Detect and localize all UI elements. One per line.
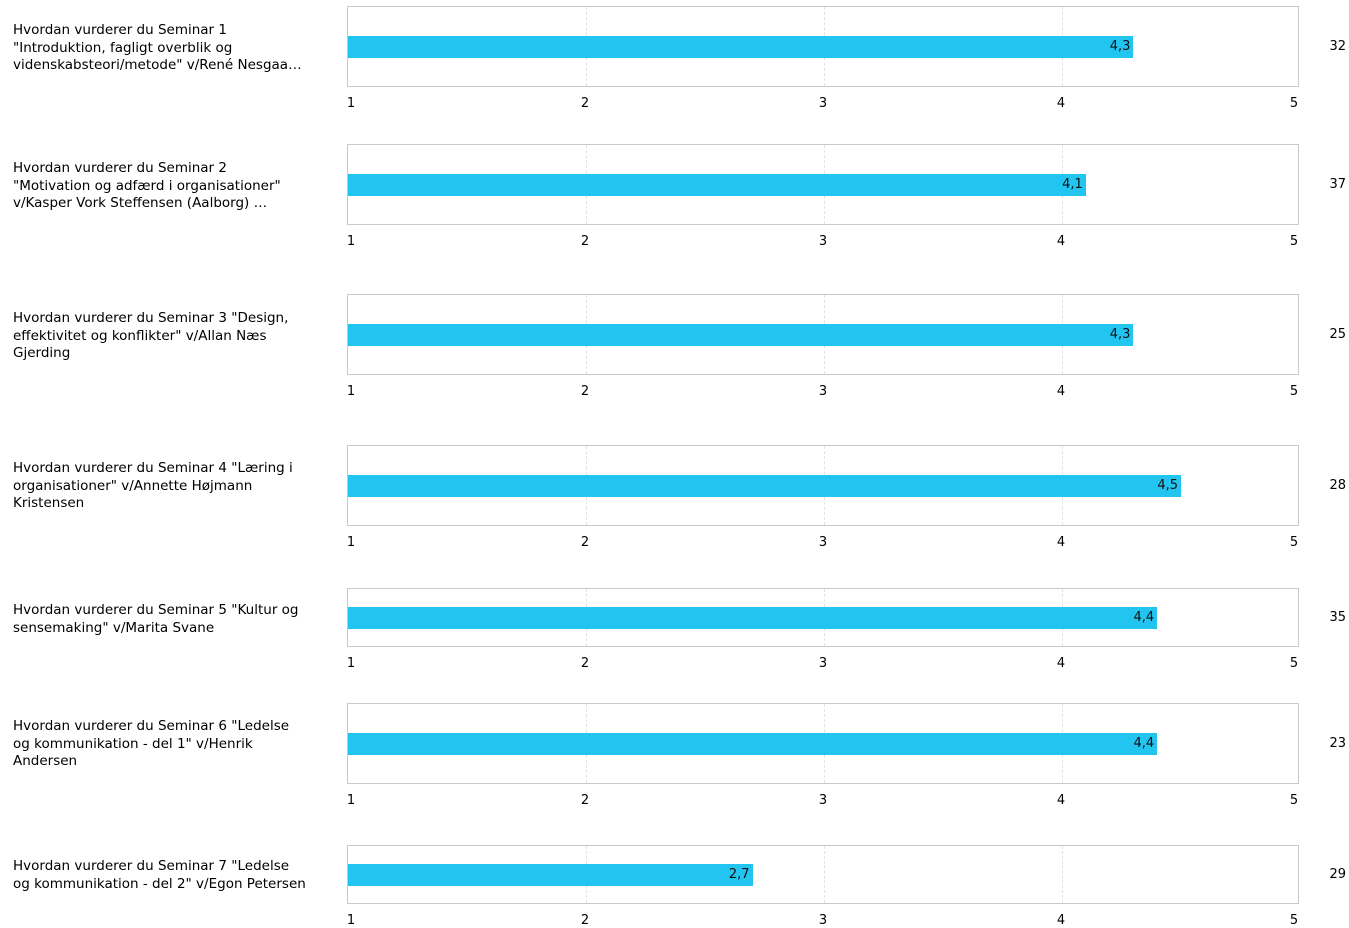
axis-tick-label: 5 xyxy=(1289,384,1299,399)
axis-tick-label: 5 xyxy=(1289,535,1299,550)
bar-value-label: 4,1 xyxy=(1062,177,1083,192)
response-count: 25 xyxy=(1329,326,1346,342)
gridline xyxy=(1062,846,1063,903)
rating-plot-area: 4,1 xyxy=(347,144,1299,225)
bar-value-label: 4,3 xyxy=(1109,327,1131,342)
bar-value-label: 4,5 xyxy=(1157,478,1178,493)
rating-bar xyxy=(348,607,1158,629)
question-label: Hvordan vurderer du Seminar 6 "Ledelse o… xyxy=(13,718,290,769)
bar-value-label: 4,3 xyxy=(1109,39,1131,54)
axis-tick-label: 2 xyxy=(580,384,590,399)
axis-tick-label: 4 xyxy=(1056,535,1066,550)
axis-tick-label: 4 xyxy=(1056,913,1066,928)
axis-tick-label: 5 xyxy=(1289,96,1299,111)
axis-tick-label: 1 xyxy=(346,793,356,808)
response-count: 35 xyxy=(1329,609,1346,625)
axis-tick-label: 5 xyxy=(1289,234,1299,249)
axis-tick-label: 2 xyxy=(580,535,590,550)
rating-plot-area: 4,4 xyxy=(347,588,1299,647)
axis-tick-label: 2 xyxy=(580,234,590,249)
question-label: Hvordan vurderer du Seminar 3 "Design, e… xyxy=(13,310,289,361)
response-count: 23 xyxy=(1329,735,1346,751)
question-label: Hvordan vurderer du Seminar 5 "Kultur og… xyxy=(13,602,299,636)
axis-tick-label: 3 xyxy=(818,384,828,399)
question-label: Hvordan vurderer du Seminar 2 "Motivatio… xyxy=(13,160,281,211)
rating-bar xyxy=(348,864,753,886)
rating-bar xyxy=(348,36,1134,58)
axis-tick-label: 3 xyxy=(818,234,828,249)
axis-tick-label: 1 xyxy=(346,234,356,249)
axis-tick-label: 4 xyxy=(1056,793,1066,808)
axis-tick-label: 5 xyxy=(1289,656,1299,671)
gridline xyxy=(824,846,825,903)
axis-tick-label: 3 xyxy=(818,656,828,671)
axis-tick-label: 4 xyxy=(1056,656,1066,671)
axis-tick-label: 4 xyxy=(1056,234,1066,249)
axis-tick-label: 3 xyxy=(818,913,828,928)
bar-value-label: 2,7 xyxy=(728,867,750,882)
axis-tick-label: 2 xyxy=(580,96,590,111)
rating-bar xyxy=(348,174,1086,196)
response-count: 37 xyxy=(1329,176,1346,192)
rating-bar xyxy=(348,733,1158,755)
axis-tick-label: 2 xyxy=(580,656,590,671)
bar-value-label: 4,4 xyxy=(1133,610,1155,625)
axis-tick-label: 2 xyxy=(580,793,590,808)
axis-tick-label: 4 xyxy=(1056,96,1066,111)
rating-plot-area: 4,3 xyxy=(347,294,1299,375)
axis-tick-label: 1 xyxy=(346,656,356,671)
axis-tick-label: 4 xyxy=(1056,384,1066,399)
axis-tick-label: 3 xyxy=(818,793,828,808)
rating-bar xyxy=(348,475,1181,497)
rating-bar xyxy=(348,324,1134,346)
axis-tick-label: 1 xyxy=(346,913,356,928)
response-count: 32 xyxy=(1329,38,1346,54)
axis-tick-label: 5 xyxy=(1289,793,1299,808)
axis-tick-label: 1 xyxy=(346,96,356,111)
axis-tick-label: 3 xyxy=(818,535,828,550)
response-count: 29 xyxy=(1329,866,1346,882)
axis-tick-label: 2 xyxy=(580,913,590,928)
axis-tick-label: 3 xyxy=(818,96,828,111)
rating-plot-area: 4,5 xyxy=(347,445,1299,526)
rating-plot-area: 4,3 xyxy=(347,6,1299,87)
axis-tick-label: 1 xyxy=(346,384,356,399)
response-count: 28 xyxy=(1329,477,1346,493)
axis-tick-label: 5 xyxy=(1289,913,1299,928)
bar-value-label: 4,4 xyxy=(1133,736,1155,751)
question-label: Hvordan vurderer du Seminar 1 "Introdukt… xyxy=(13,22,302,73)
rating-plot-area: 4,4 xyxy=(347,703,1299,784)
rating-plot-area: 2,7 xyxy=(347,845,1299,904)
axis-tick-label: 1 xyxy=(346,535,356,550)
question-label: Hvordan vurderer du Seminar 4 "Læring i … xyxy=(13,460,293,511)
question-label: Hvordan vurderer du Seminar 7 "Ledelse o… xyxy=(13,858,306,892)
